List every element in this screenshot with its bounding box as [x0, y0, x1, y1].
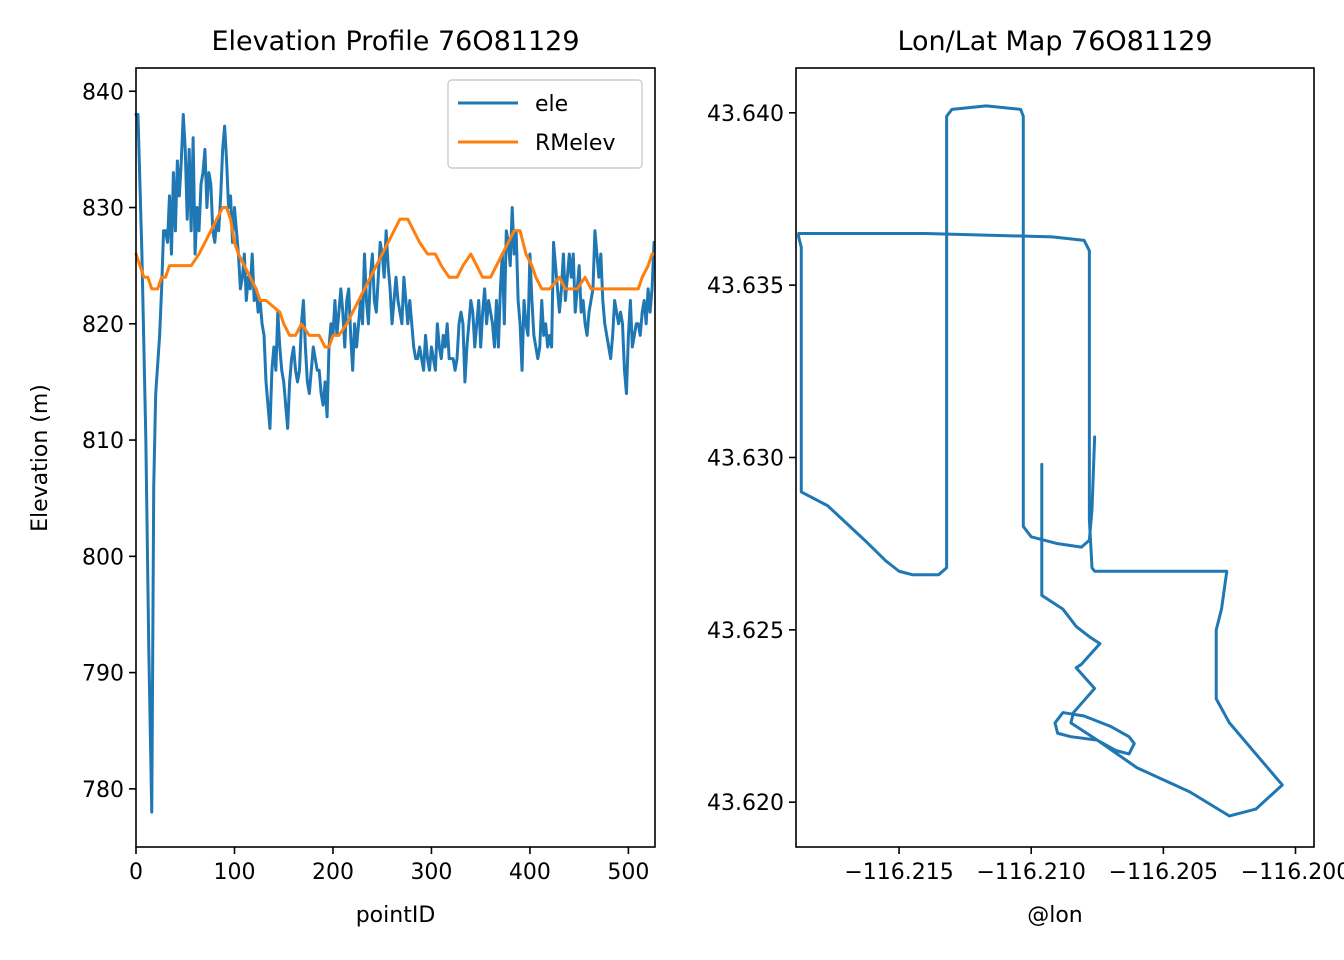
map-chart: −116.215 −116.210 −116.205 −116.200 43.620 43… [707, 26, 1344, 928]
elevation-x-axis-label: pointID [356, 903, 436, 928]
map-y-tick-label: 43.640 [707, 102, 784, 127]
elevation-x-tick-label: 0 [129, 860, 143, 885]
elevation-x-tick-label: 400 [509, 860, 551, 885]
elevation-ticks: 0 100 200 300 400 500 780 790 800 810 820 830 840 [82, 80, 649, 885]
elevation-y-axis-label: Elevation (m) [28, 384, 53, 532]
elevation-x-tick-label: 200 [312, 860, 354, 885]
elevation-plot-area [136, 68, 655, 847]
map-track-group [797, 104, 1284, 818]
elevation-y-tick-label: 810 [82, 429, 124, 454]
map-plot-frame [795, 67, 1315, 848]
legend-label-ele: ele [535, 92, 568, 117]
map-x-tick-label: −116.200 [1241, 860, 1344, 885]
elevation-x-tick-label: 300 [410, 860, 452, 885]
map-x-tick-label: −116.205 [1109, 860, 1218, 885]
elevation-x-tick-label: 100 [213, 860, 255, 885]
elevation-y-tick-label: 820 [82, 313, 124, 338]
map-ticks: −116.215 −116.210 −116.205 −116.200 43.620 43… [707, 102, 1344, 885]
map-x-axis-label: @lon [1027, 903, 1083, 928]
map-x-tick-label: −116.210 [977, 860, 1086, 885]
map-series-line-track [797, 104, 1284, 818]
elevation-chart-title: Elevation Profile 76O81129 [211, 26, 579, 57]
elevation-y-tick-label: 790 [82, 662, 124, 687]
map-y-tick-label: 43.630 [707, 447, 784, 472]
map-chart-title: Lon/Lat Map 76O81129 [897, 26, 1212, 57]
map-y-tick-label: 43.625 [707, 619, 784, 644]
elevation-series-group [134, 113, 656, 814]
elevation-legend: ele RMelev [447, 79, 643, 169]
elevation-x-tick-label: 500 [607, 860, 649, 885]
elevation-y-tick-label: 840 [82, 80, 124, 105]
elevation-plot-frame [135, 67, 656, 848]
map-x-tick-label: −116.215 [844, 860, 953, 885]
elevation-y-tick-label: 830 [82, 197, 124, 222]
map-y-tick-label: 43.620 [707, 791, 784, 816]
elevation-y-tick-label: 780 [82, 778, 124, 803]
elevation-series-line-ele [134, 113, 656, 814]
map-y-tick-label: 43.635 [707, 274, 784, 299]
legend-label-rmelev: RMelev [535, 131, 615, 156]
elevation-chart: 0 100 200 300 400 500 780 790 800 810 820 830 840 El… [28, 26, 656, 928]
elevation-series-line-rmelev [134, 206, 656, 349]
elevation-y-tick-label: 800 [82, 545, 124, 570]
